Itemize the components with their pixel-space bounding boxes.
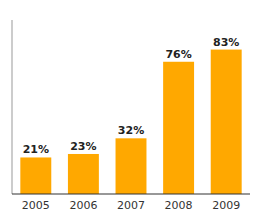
y-axis-line	[12, 20, 13, 194]
x-tick-label: 2007	[117, 199, 145, 212]
x-tick-label: 2009	[212, 199, 240, 212]
bar	[116, 138, 147, 194]
chart-container: 2005 2006 2007 2008 2009 21% 23% 32% 76% 83%	[0, 0, 260, 220]
bar	[68, 154, 99, 194]
x-axis-line	[12, 193, 250, 194]
x-tick-label: 2006	[69, 199, 97, 212]
bar	[20, 157, 51, 194]
bar	[163, 62, 194, 194]
data-label: 21%	[23, 143, 49, 156]
data-label: 76%	[165, 48, 191, 61]
data-label: 23%	[70, 140, 96, 153]
data-label: 83%	[213, 36, 239, 49]
x-tick-label: 2008	[165, 199, 193, 212]
x-tick-label: 2005	[22, 199, 50, 212]
bar	[211, 50, 242, 194]
bars	[20, 50, 241, 194]
data-label: 32%	[118, 124, 144, 137]
chart: 2005 2006 2007 2008 2009 21% 23% 32% 76% 83%	[0, 0, 260, 220]
